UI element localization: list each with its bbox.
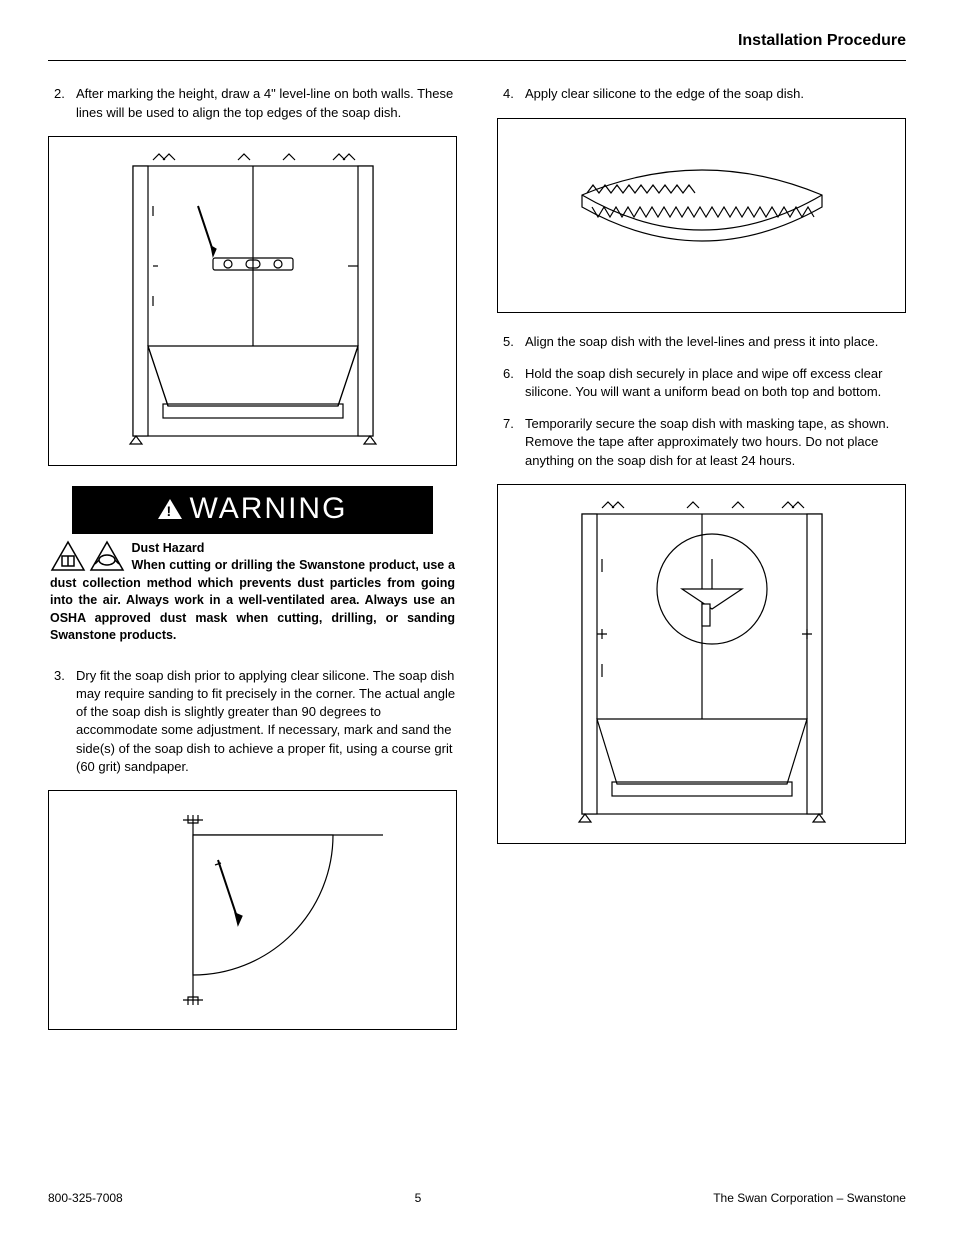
figure-silicone-edge [497, 118, 906, 313]
figure-dry-fit-soap-dish [48, 790, 457, 1030]
step-6: 6. Hold the soap dish securely in place … [497, 365, 906, 401]
warning-title: Dust Hazard [131, 541, 204, 555]
step-7: 7. Temporarily secure the soap dish with… [497, 415, 906, 470]
shower-enclosure-diagram-icon [108, 146, 398, 456]
step-text: Apply clear silicone to the edge of the … [525, 85, 906, 103]
content-columns: 2. After marking the height, draw a 4" l… [48, 85, 906, 1050]
step-2: 2. After marking the height, draw a 4" l… [48, 85, 457, 121]
silicone-bead-diagram-icon [537, 135, 867, 295]
step-number: 3. [48, 667, 76, 776]
step-3: 3. Dry fit the soap dish prior to applyi… [48, 667, 457, 776]
section-title: Installation Procedure [738, 32, 906, 49]
step-number: 6. [497, 365, 525, 401]
step-text: Temporarily secure the soap dish with ma… [525, 415, 906, 470]
step-text: After marking the height, draw a 4" leve… [76, 85, 457, 121]
step-number: 4. [497, 85, 525, 103]
warning-banner-text: WARNING [190, 488, 348, 530]
step-text: Hold the soap dish securely in place and… [525, 365, 906, 401]
warning-banner: WARNING [72, 486, 433, 534]
warning-triangle-icon [158, 499, 182, 519]
dust-mask-icon [89, 540, 125, 572]
footer-phone: 800-325-7008 [48, 1190, 123, 1207]
section-header: Installation Procedure [48, 30, 906, 61]
step-4: 4. Apply clear silicone to the edge of t… [497, 85, 906, 103]
warning-body: Dust Hazard When cutting or drilling the… [48, 540, 457, 645]
footer-page-number: 5 [415, 1190, 422, 1207]
left-column: 2. After marking the height, draw a 4" l… [48, 85, 457, 1050]
step-number: 7. [497, 415, 525, 470]
step-text: Align the soap dish with the level-lines… [525, 333, 906, 351]
step-number: 2. [48, 85, 76, 121]
read-manual-icon [50, 540, 86, 572]
step-text: Dry fit the soap dish prior to applying … [76, 667, 457, 776]
footer-company: The Swan Corporation – Swanstone [713, 1190, 906, 1207]
step-5: 5. Align the soap dish with the level-li… [497, 333, 906, 351]
hazard-icons [50, 540, 125, 572]
tape-secure-diagram-icon [552, 494, 852, 834]
figure-tape-secure [497, 484, 906, 844]
figure-shower-level-line [48, 136, 457, 466]
soap-dish-dryfit-diagram-icon [103, 805, 403, 1015]
page-footer: 800-325-7008 5 The Swan Corporation – Sw… [48, 1190, 906, 1207]
right-column: 4. Apply clear silicone to the edge of t… [497, 85, 906, 1050]
step-number: 5. [497, 333, 525, 351]
